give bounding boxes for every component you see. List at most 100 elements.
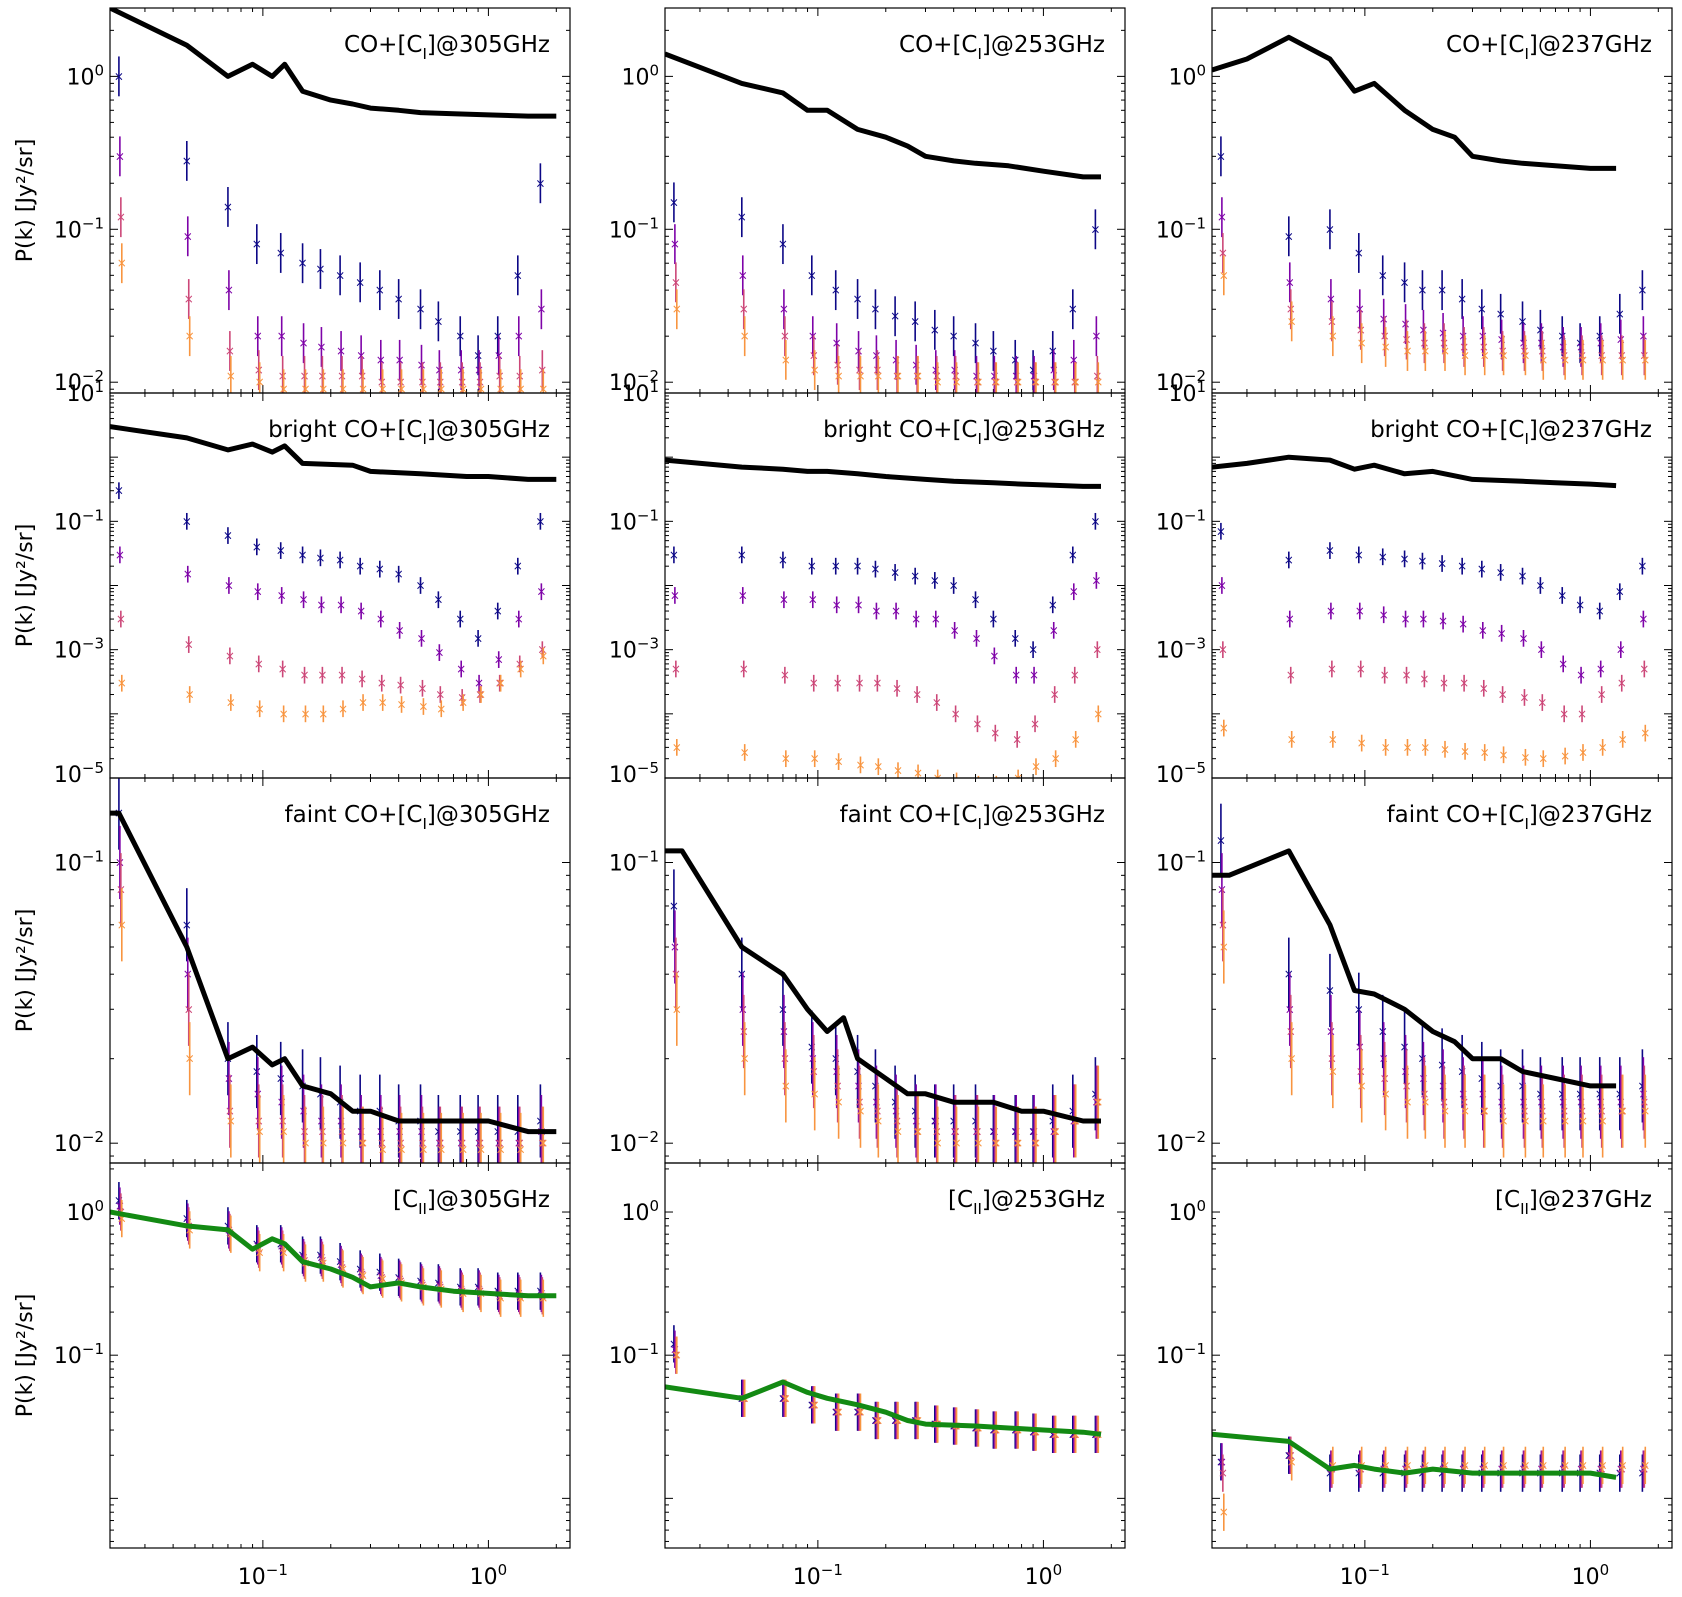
point-s1: × [1285, 275, 1295, 289]
point-s2: × [337, 1260, 347, 1274]
y-tick-label: 101 [621, 378, 659, 407]
point-s0: × [988, 1423, 998, 1437]
point-s0: × [455, 329, 465, 343]
point-s1: × [316, 598, 326, 612]
point-s3: × [952, 1136, 962, 1150]
point-s2: × [116, 612, 126, 626]
point-s2: × [515, 1136, 525, 1150]
point-s2: × [317, 369, 327, 383]
point-s0: × [1028, 1425, 1038, 1439]
point-s2: × [990, 1423, 1000, 1437]
point-s2: × [872, 363, 882, 377]
point-s1: × [1596, 1462, 1606, 1476]
point-s2: × [1380, 1072, 1390, 1086]
y-tick-label: 10−1 [54, 506, 104, 535]
point-s0: × [182, 918, 192, 932]
point-s1: × [1355, 1040, 1365, 1054]
point-s0: × [298, 548, 308, 562]
point-s2: × [1092, 369, 1102, 383]
point-s2: × [417, 681, 427, 695]
point-s3: × [1031, 375, 1041, 389]
x-tick-label: 100 [1025, 1561, 1063, 1590]
point-s3: × [300, 707, 310, 721]
point-s3: × [973, 1136, 983, 1150]
point-s3: × [855, 1405, 865, 1419]
point-s3: × [1440, 742, 1450, 756]
point-s2: × [377, 1136, 387, 1150]
point-s2: × [1519, 690, 1529, 704]
point-s3: × [781, 1079, 791, 1093]
point-s3: × [1640, 726, 1650, 740]
point-s2: × [912, 1125, 922, 1139]
point-s3: × [913, 1125, 923, 1139]
point-s3: × [1640, 1104, 1650, 1118]
point-s1: × [456, 662, 466, 676]
y-tick-label: 100 [1168, 1197, 1206, 1226]
point-s2: × [1401, 1462, 1411, 1476]
point-s2: × [1092, 643, 1102, 657]
panel-r0-c1: ××××××× × ×× × ××××××××××× ×× × × × × × × × × × ×××××××… [609, 7, 1126, 396]
point-s0: × [1216, 833, 1226, 847]
point-s0: × [890, 1413, 900, 1427]
point-s3: × [255, 702, 265, 716]
point-s0: × [1575, 598, 1585, 612]
point-s0: × [114, 1194, 124, 1208]
point-s0: × [1216, 149, 1226, 163]
point-s3: × [1460, 1458, 1470, 1472]
point-s0: × [114, 69, 124, 83]
point-s0: × [1068, 302, 1078, 316]
point-s1: × [1616, 333, 1626, 347]
point-s0: × [223, 529, 233, 543]
point-s1: × [224, 1072, 234, 1086]
point-s3: × [952, 774, 962, 788]
point-s1: × [989, 1125, 999, 1139]
point-s3: × [1420, 1095, 1430, 1109]
point-s0: × [1496, 307, 1506, 321]
point-s1: × [1497, 1462, 1507, 1476]
y-tick-label: 10−3 [1156, 635, 1206, 664]
point-s3: × [1578, 353, 1588, 367]
panel-frame [664, 1162, 1126, 1549]
point-s1: × [989, 1423, 999, 1437]
y-tick-label: 101 [1168, 378, 1206, 407]
point-s3: × [117, 918, 127, 932]
point-s0: × [1477, 302, 1487, 316]
point-s3: × [279, 707, 289, 721]
point-s3: × [226, 1114, 236, 1128]
point-s0: × [890, 309, 900, 323]
point-s0: × [1284, 1448, 1294, 1462]
point-s0: × [1477, 1072, 1487, 1086]
point-s2: × [854, 676, 864, 690]
point-s3: × [1402, 1095, 1412, 1109]
point-s2: × [357, 1136, 367, 1150]
point-s0: × [737, 548, 747, 562]
point-s2: × [833, 1405, 843, 1419]
point-s3: × [397, 1142, 407, 1156]
point-s0: × [223, 1219, 233, 1233]
point-s0: × [1010, 1125, 1020, 1139]
point-s1: × [1616, 643, 1626, 657]
point-s3: × [538, 649, 548, 663]
total-line [110, 424, 557, 482]
point-s3: × [834, 755, 844, 769]
point-s3: × [1598, 1458, 1608, 1472]
point-s2: × [1356, 662, 1366, 676]
y-tick-label: 10−5 [609, 759, 659, 788]
point-s1: × [1326, 292, 1336, 306]
point-s0: × [315, 262, 325, 276]
point-s1: × [1069, 353, 1079, 367]
point-s1: × [1458, 1087, 1468, 1101]
point-s2: × [1012, 1136, 1022, 1150]
y-tick-label: 10−1 [1156, 847, 1206, 876]
point-s2: × [278, 1242, 288, 1256]
point-s0: × [988, 344, 998, 358]
point-s0: × [1457, 1065, 1467, 1079]
point-s3: × [1618, 732, 1628, 746]
point-s0: × [1637, 283, 1647, 297]
point-s3: × [476, 688, 486, 702]
point-s2: × [739, 1024, 749, 1038]
point-s1: × [514, 1136, 524, 1150]
point-s1: × [1438, 326, 1448, 340]
point-s2: × [1092, 1095, 1102, 1109]
